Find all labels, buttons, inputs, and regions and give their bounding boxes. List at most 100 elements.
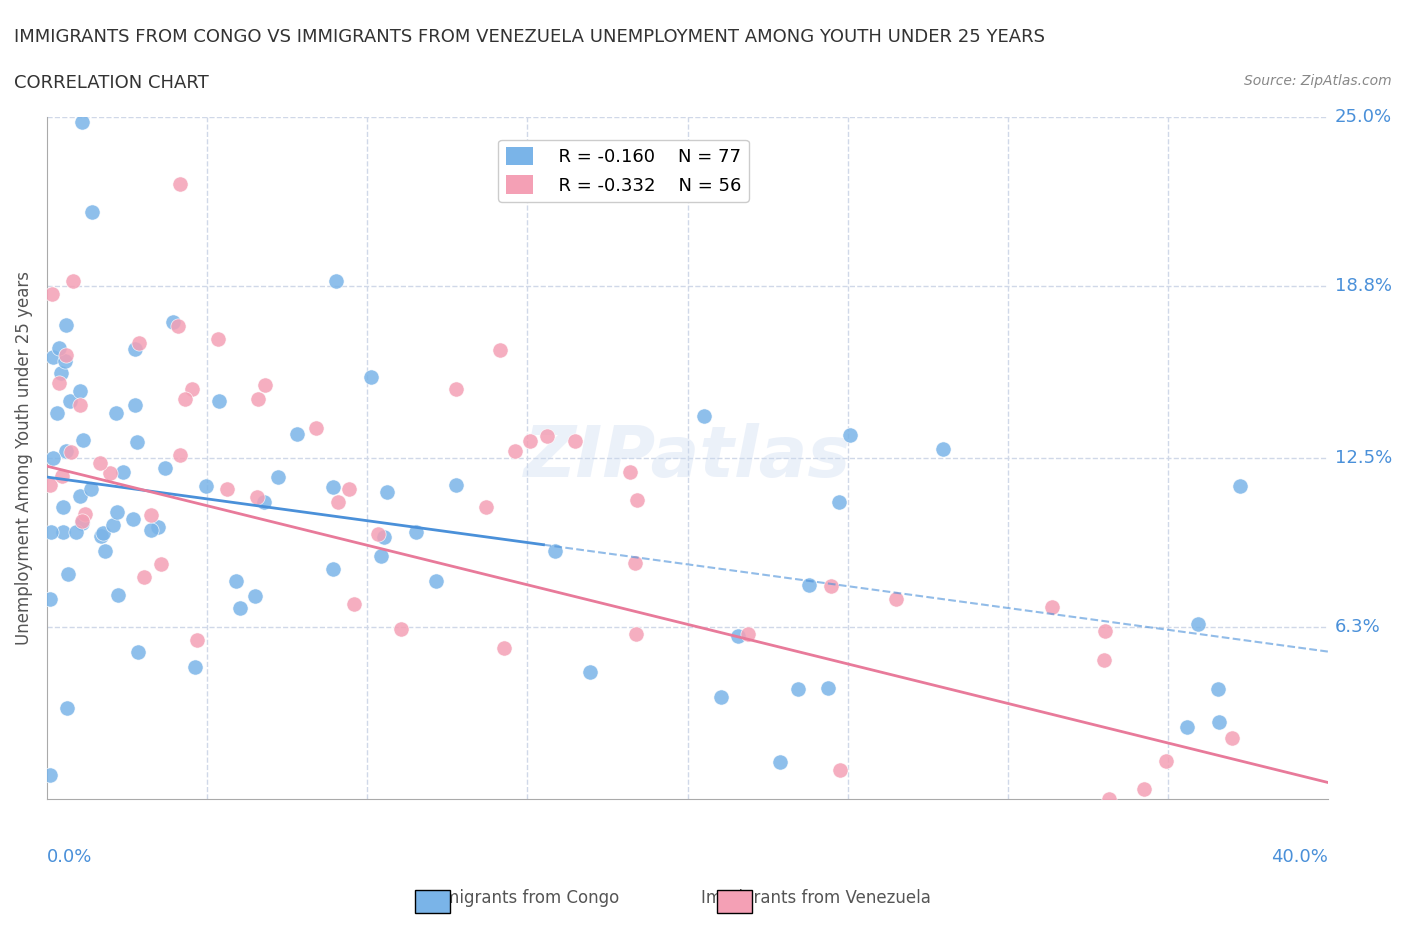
Point	[769, 754, 792, 769]
Point	[122, 512, 145, 527]
Point	[55, 317, 77, 332]
Point	[624, 555, 647, 570]
Point	[797, 578, 820, 592]
Point	[1208, 682, 1230, 697]
Point	[1094, 623, 1116, 638]
Point	[444, 478, 467, 493]
Point	[124, 341, 146, 356]
Point	[727, 629, 749, 644]
Point	[52, 499, 75, 514]
Point	[62, 273, 84, 288]
Point	[52, 525, 75, 539]
Point	[564, 433, 586, 448]
Point	[41, 525, 63, 539]
Point	[89, 456, 111, 471]
Point	[55, 701, 77, 716]
Point	[1154, 753, 1177, 768]
Point	[828, 495, 851, 510]
Point	[48, 376, 70, 391]
Point	[360, 369, 382, 384]
Point	[325, 273, 347, 288]
Text: CORRELATION CHART: CORRELATION CHART	[14, 74, 209, 92]
Point	[69, 398, 91, 413]
Point	[155, 460, 177, 475]
Point	[322, 562, 344, 577]
Point	[229, 601, 252, 616]
Point	[124, 398, 146, 413]
Point	[266, 470, 288, 485]
Point	[446, 382, 468, 397]
Point	[139, 507, 162, 522]
Point	[405, 525, 427, 539]
Point	[932, 441, 955, 456]
Point	[70, 114, 93, 129]
Point	[884, 591, 907, 606]
Point	[1133, 782, 1156, 797]
Point	[105, 405, 128, 420]
Point	[55, 348, 77, 363]
Point	[322, 480, 344, 495]
Point	[375, 485, 398, 499]
Text: 6.3%: 6.3%	[1334, 618, 1381, 636]
Point	[619, 464, 641, 479]
Point	[80, 482, 103, 497]
Point	[98, 466, 121, 481]
Point	[70, 516, 93, 531]
Point	[166, 318, 188, 333]
Point	[389, 622, 412, 637]
Point	[246, 489, 269, 504]
Point	[72, 433, 94, 448]
Point	[1208, 715, 1230, 730]
Point	[80, 205, 103, 219]
Point	[91, 525, 114, 540]
Text: 18.8%: 18.8%	[1334, 277, 1392, 295]
Point	[107, 505, 129, 520]
Point	[737, 627, 759, 642]
Point	[519, 433, 541, 448]
Point	[1220, 731, 1243, 746]
Point	[494, 641, 516, 656]
Point	[1229, 478, 1251, 493]
Point	[1098, 791, 1121, 806]
Point	[181, 382, 204, 397]
Point	[337, 482, 360, 497]
Point	[544, 543, 567, 558]
Point	[59, 394, 82, 409]
Point	[839, 427, 862, 442]
Point	[425, 574, 447, 589]
Point	[169, 177, 191, 192]
Point	[51, 469, 73, 484]
Point	[820, 578, 842, 593]
Point	[579, 664, 602, 679]
Text: 0.0%: 0.0%	[46, 848, 93, 866]
Point	[162, 314, 184, 329]
Text: Immigrants from Congo: Immigrants from Congo	[422, 889, 619, 907]
Point	[174, 392, 197, 406]
Point	[45, 405, 67, 420]
Point	[150, 556, 173, 571]
Point	[624, 627, 647, 642]
Point	[75, 507, 97, 522]
Text: Source: ZipAtlas.com: Source: ZipAtlas.com	[1244, 74, 1392, 88]
Point	[1092, 653, 1115, 668]
Text: 25.0%: 25.0%	[1334, 108, 1392, 126]
Point	[367, 526, 389, 541]
Point	[51, 365, 73, 380]
Point	[53, 353, 76, 368]
Point	[373, 529, 395, 544]
Point	[503, 443, 526, 458]
Point	[305, 420, 328, 435]
Point	[183, 659, 205, 674]
Legend:   R = -0.160    N = 77,   R = -0.332    N = 56: R = -0.160 N = 77, R = -0.332 N = 56	[498, 140, 749, 202]
Point	[141, 523, 163, 538]
Point	[125, 434, 148, 449]
Y-axis label: Unemployment Among Youth under 25 years: Unemployment Among Youth under 25 years	[15, 271, 32, 645]
Point	[1040, 600, 1063, 615]
Point	[246, 392, 269, 406]
Point	[710, 689, 733, 704]
Point	[225, 574, 247, 589]
Point	[253, 378, 276, 392]
Point	[132, 570, 155, 585]
Text: 12.5%: 12.5%	[1334, 449, 1392, 467]
Point	[90, 528, 112, 543]
